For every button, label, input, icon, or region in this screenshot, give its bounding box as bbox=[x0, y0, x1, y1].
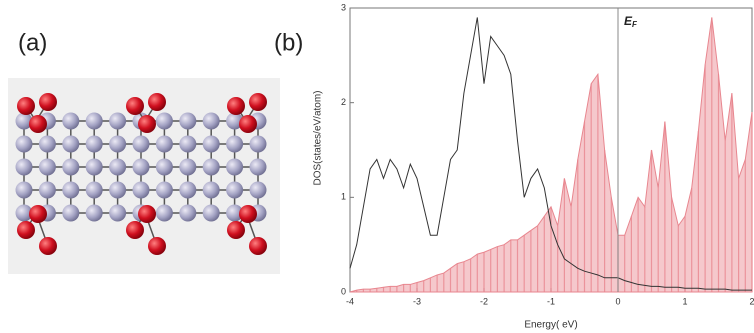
atom bbox=[39, 136, 56, 153]
atom bbox=[109, 159, 126, 176]
atom bbox=[39, 159, 56, 176]
x-tick-label: 2 bbox=[749, 296, 754, 306]
x-tick-label: -1 bbox=[547, 296, 555, 306]
oxygen-atom bbox=[39, 237, 57, 255]
atom bbox=[16, 159, 33, 176]
atom bbox=[179, 113, 196, 130]
atom bbox=[133, 182, 150, 199]
atom bbox=[86, 182, 103, 199]
atom bbox=[156, 182, 173, 199]
atom bbox=[86, 159, 103, 176]
atom bbox=[133, 136, 150, 153]
oxygen-atom bbox=[138, 205, 156, 223]
oxygen-atom bbox=[126, 97, 144, 115]
atom bbox=[179, 205, 196, 222]
oxygen-atom bbox=[17, 221, 35, 239]
y-tick-label: 1 bbox=[341, 192, 346, 202]
annotation-subscript: F bbox=[632, 20, 638, 29]
atom bbox=[250, 159, 267, 176]
atom bbox=[250, 136, 267, 153]
atom bbox=[156, 205, 173, 222]
atom bbox=[86, 113, 103, 130]
oxygen-atom bbox=[239, 115, 257, 133]
y-tick-label: 0 bbox=[341, 286, 346, 296]
atom bbox=[133, 159, 150, 176]
atom bbox=[179, 136, 196, 153]
atom bbox=[226, 159, 243, 176]
atom bbox=[39, 182, 56, 199]
atom bbox=[203, 182, 220, 199]
atom bbox=[109, 136, 126, 153]
atom bbox=[179, 182, 196, 199]
atom bbox=[179, 159, 196, 176]
oxygen-atom bbox=[39, 93, 57, 111]
atom bbox=[226, 136, 243, 153]
y-tick-label: 2 bbox=[341, 97, 346, 107]
fermi-level-label: EF bbox=[624, 14, 638, 29]
atom bbox=[203, 113, 220, 130]
oxygen-atom bbox=[148, 93, 166, 111]
atom bbox=[109, 205, 126, 222]
x-tick-label: -2 bbox=[480, 296, 488, 306]
atom bbox=[62, 205, 79, 222]
oxygen-atom bbox=[249, 93, 267, 111]
oxygen-atom bbox=[29, 205, 47, 223]
y-tick-label: 3 bbox=[341, 2, 346, 12]
atom bbox=[156, 159, 173, 176]
oxygen-atom bbox=[17, 97, 35, 115]
atom bbox=[16, 182, 33, 199]
atom bbox=[203, 136, 220, 153]
oxygen-atom bbox=[227, 97, 245, 115]
x-tick-label: 0 bbox=[615, 296, 620, 306]
x-tick-label: -4 bbox=[346, 296, 354, 306]
oxygen-atom bbox=[227, 221, 245, 239]
panel-label: (b) bbox=[274, 29, 303, 56]
atom bbox=[16, 136, 33, 153]
atom bbox=[62, 159, 79, 176]
atom bbox=[203, 205, 220, 222]
atom bbox=[250, 182, 267, 199]
oxygen-atom bbox=[249, 237, 267, 255]
y-axis-label: DOS(states/eV/atom) bbox=[313, 90, 324, 185]
oxygen-atom bbox=[138, 115, 156, 133]
oxygen-atom bbox=[239, 205, 257, 223]
oxygen-atom bbox=[126, 221, 144, 239]
panel-label: (a) bbox=[18, 29, 47, 56]
oxygen-atom bbox=[29, 115, 47, 133]
x-tick-label: 1 bbox=[682, 296, 687, 306]
atom bbox=[62, 113, 79, 130]
figure: (a) (b) DOS(states/eV/atom) Energy( eV) … bbox=[0, 0, 754, 333]
atom bbox=[109, 182, 126, 199]
atom bbox=[156, 136, 173, 153]
atom bbox=[203, 159, 220, 176]
atom bbox=[86, 205, 103, 222]
atom bbox=[226, 182, 243, 199]
x-axis-label: Energy( eV) bbox=[524, 320, 577, 331]
oxygen-atom bbox=[148, 237, 166, 255]
x-tick-label: -3 bbox=[413, 296, 421, 306]
atom bbox=[109, 113, 126, 130]
atom bbox=[156, 113, 173, 130]
atom bbox=[86, 136, 103, 153]
atom bbox=[62, 136, 79, 153]
atom bbox=[62, 182, 79, 199]
